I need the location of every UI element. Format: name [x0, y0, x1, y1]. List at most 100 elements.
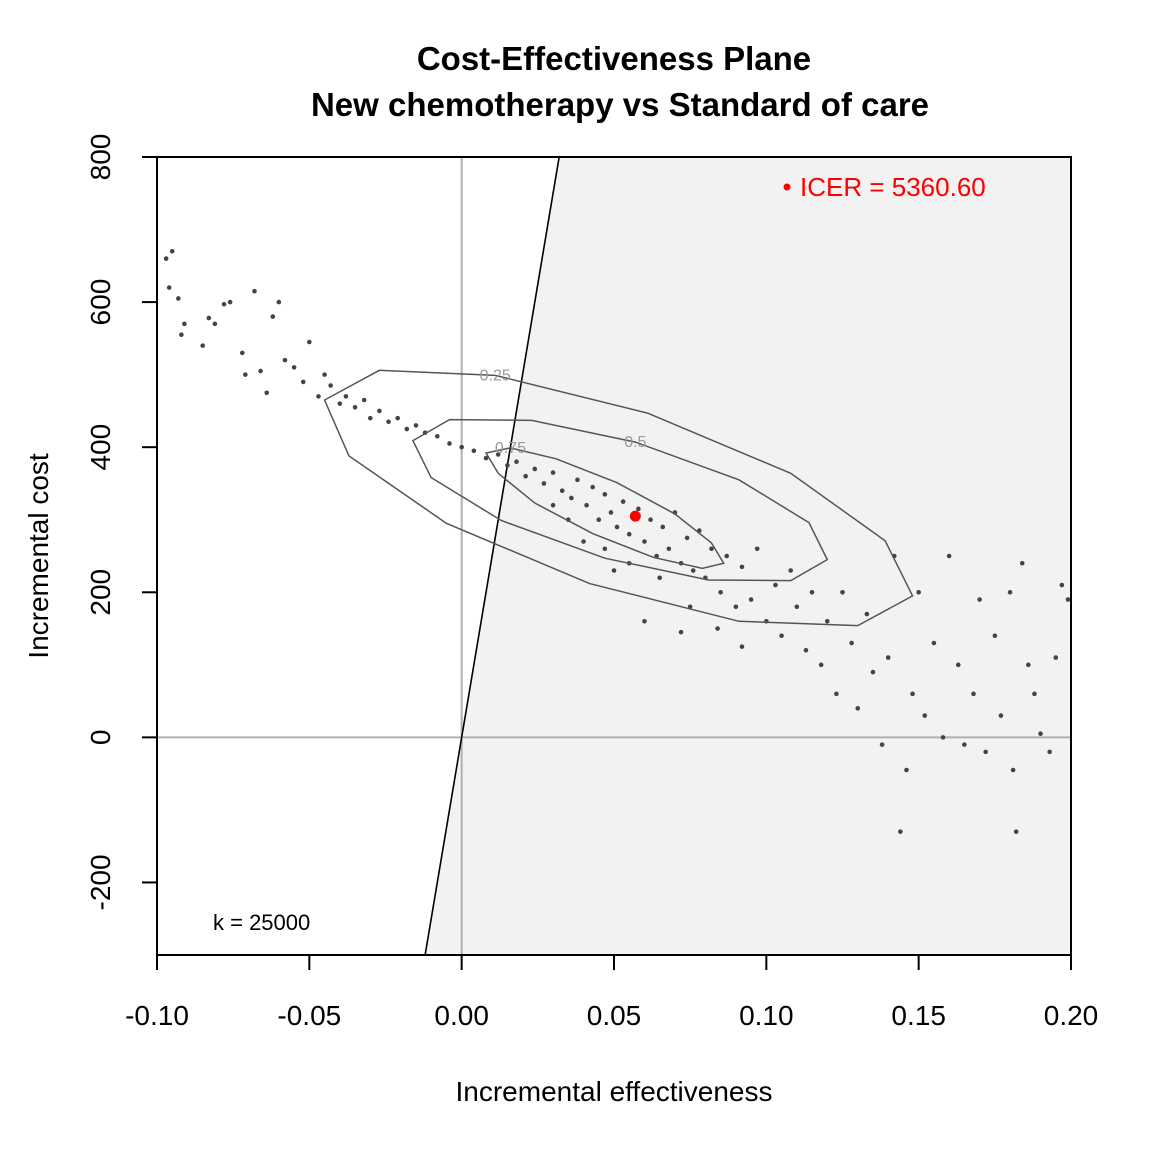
simulation-point — [916, 589, 921, 595]
simulation-point — [620, 499, 626, 504]
simulation-point — [212, 321, 218, 327]
x-tick-label: 0.00 — [434, 1000, 489, 1031]
simulation-point — [660, 524, 666, 530]
x-tick-label: -0.10 — [125, 1000, 189, 1031]
contour-label: 0.5 — [624, 434, 646, 451]
simulation-point — [550, 502, 556, 508]
simulation-point — [636, 506, 641, 512]
simulation-point — [602, 492, 608, 497]
simulation-point — [910, 691, 915, 697]
simulation-point — [322, 372, 327, 377]
simulation-point — [166, 285, 172, 290]
simulation-point — [678, 629, 684, 635]
simulation-point — [724, 553, 730, 559]
contour-line — [484, 447, 725, 570]
simulation-point — [1038, 731, 1043, 737]
simulation-point — [955, 662, 961, 668]
simulation-point — [773, 582, 778, 588]
simulation-point — [264, 390, 269, 396]
simulation-point — [922, 713, 928, 718]
y-axis-label: Incremental cost — [23, 453, 54, 659]
simulation-point — [300, 379, 306, 385]
simulation-point — [447, 441, 452, 446]
icer-legend-bullet — [783, 183, 791, 191]
simulation-point — [182, 321, 187, 327]
simulation-point — [998, 713, 1004, 718]
simulation-point — [169, 249, 175, 254]
simulation-point — [163, 256, 169, 261]
simulation-point — [733, 604, 739, 610]
simulation-point — [690, 568, 696, 573]
simulation-point — [316, 394, 321, 399]
simulation-point — [1026, 662, 1031, 668]
simulation-point — [931, 640, 937, 646]
simulation-point — [803, 648, 809, 653]
simulation-point — [788, 568, 794, 573]
simulation-point — [904, 767, 909, 773]
simulation-point — [434, 434, 440, 439]
simulation-point — [879, 742, 885, 747]
simulation-point — [1013, 829, 1019, 834]
simulation-point — [240, 350, 245, 356]
simulation-point — [1065, 597, 1071, 602]
acceptability-region — [425, 157, 1071, 955]
simulation-point — [824, 618, 830, 624]
simulation-point — [471, 448, 477, 454]
simulation-point — [514, 459, 519, 464]
x-tick-label: 0.05 — [587, 1000, 642, 1031]
simulation-point — [532, 466, 538, 472]
simulation-point — [367, 415, 373, 421]
simulation-point — [252, 288, 257, 294]
simulation-point — [328, 383, 333, 388]
simulation-point — [179, 332, 184, 338]
simulation-point — [176, 296, 181, 301]
simulation-point — [684, 535, 690, 541]
simulation-point — [505, 463, 510, 468]
simulation-point — [849, 640, 854, 646]
simulation-point — [642, 539, 647, 544]
simulation-point — [584, 502, 589, 508]
simulation-point — [840, 589, 845, 595]
simulation-point — [569, 495, 574, 501]
simulation-point — [258, 368, 263, 374]
x-axis-label: Incremental effectiveness — [456, 1076, 773, 1107]
simulation-point — [550, 470, 556, 475]
simulation-point — [377, 408, 382, 414]
y-tick-label: -200 — [85, 854, 116, 910]
icer-point — [629, 510, 641, 522]
simulation-point — [413, 423, 419, 428]
simulation-point — [276, 299, 282, 305]
simulation-point — [395, 415, 400, 421]
simulation-point — [483, 455, 489, 461]
simulation-point — [834, 691, 839, 697]
simulation-point — [404, 426, 410, 432]
y-tick-label: 800 — [85, 134, 116, 181]
y-tick-label: 200 — [85, 569, 116, 616]
simulation-point — [983, 749, 988, 755]
simulation-point — [1019, 560, 1025, 566]
simulation-point — [291, 365, 297, 370]
simulation-point — [386, 419, 391, 425]
simulation-point — [343, 394, 349, 399]
simulation-point — [596, 517, 602, 523]
y-tick-label: 400 — [85, 424, 116, 471]
y-tick-label: 0 — [85, 730, 116, 746]
simulation-point — [523, 473, 528, 479]
simulation-point — [718, 589, 723, 595]
simulation-point — [992, 633, 998, 639]
x-tick-label: 0.10 — [739, 1000, 794, 1031]
chart-title: Cost-Effectiveness Plane — [417, 40, 811, 77]
x-tick-label: -0.05 — [277, 1000, 341, 1031]
icer-label: ICER = 5360.60 — [800, 172, 986, 202]
simulation-point — [1007, 589, 1013, 595]
simulation-point — [739, 644, 745, 649]
plot-area: 0.25 0.5 0.75 — [157, 157, 1071, 955]
k-label: k = 25000 — [213, 910, 310, 935]
chart-title: New chemotherapy vs Standard of care — [311, 86, 929, 123]
simulation-point — [818, 662, 824, 668]
simulation-point — [1032, 691, 1037, 697]
simulation-point — [221, 301, 227, 307]
simulation-point — [855, 706, 861, 711]
simulation-point — [779, 633, 784, 639]
